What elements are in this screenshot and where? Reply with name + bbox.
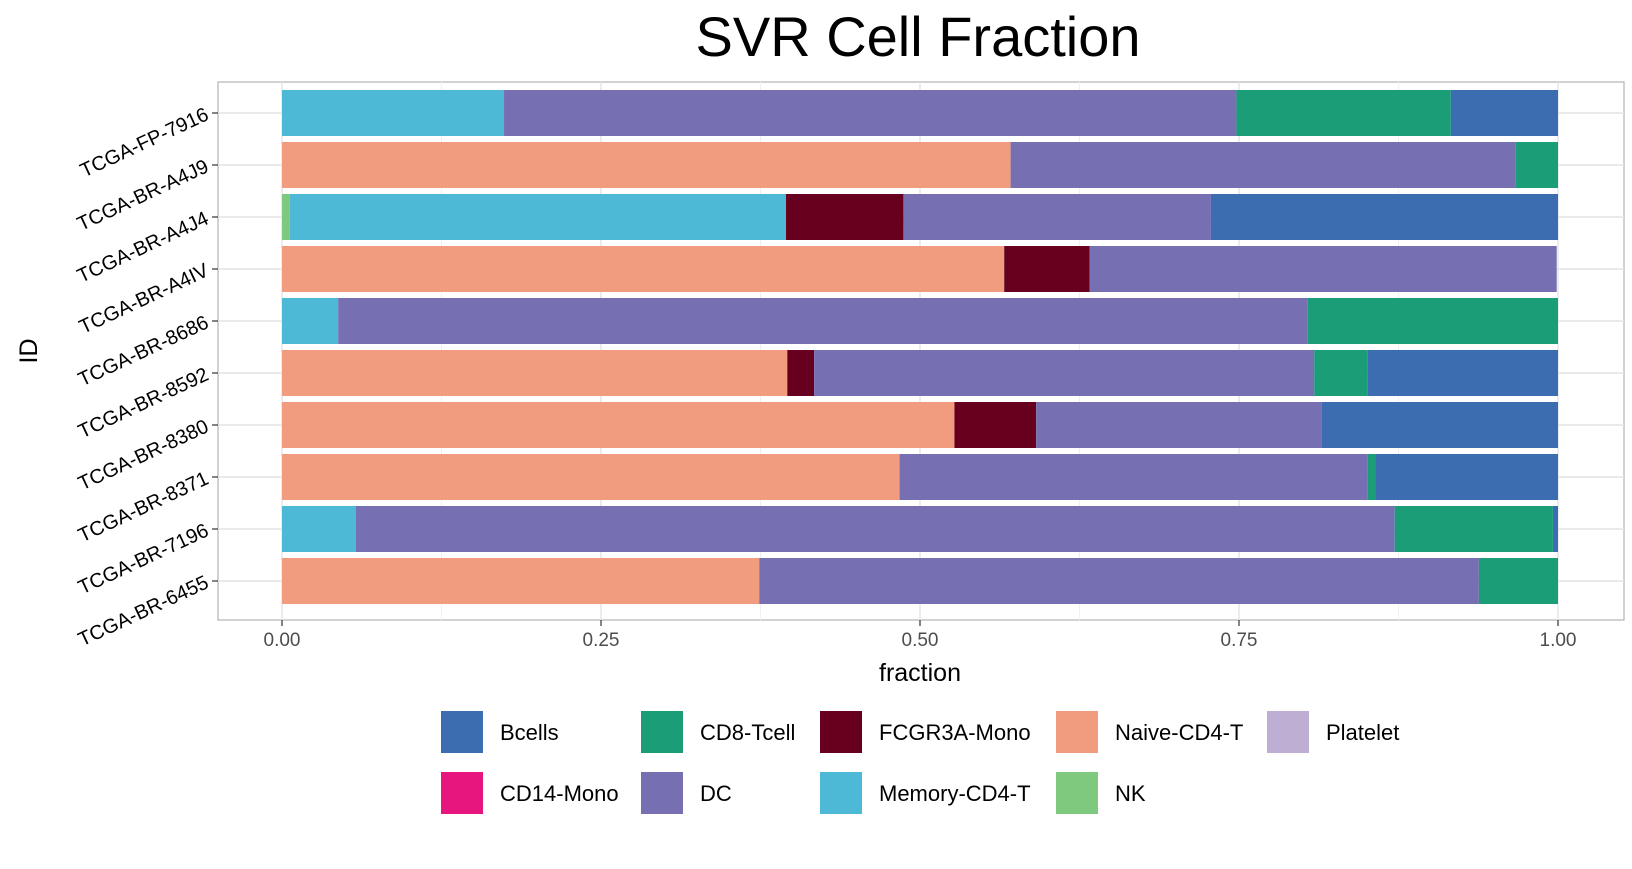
bar-segment [814,350,1315,396]
legend-label: DC [700,781,732,806]
bar-segment [282,194,290,240]
bar-segment [282,402,955,448]
bar-segment [356,506,1395,552]
bar-segment [1394,506,1553,552]
bar-segment [282,506,357,552]
bar-segment [282,142,1011,188]
x-tick-label: 0.75 [1221,630,1258,651]
x-tick-label: 0.25 [583,630,620,651]
x-axis-title: fraction [879,659,961,687]
legend-label: Bcells [500,720,559,745]
legend-label: CD8-Tcell [700,720,795,745]
bar-segment [1552,506,1558,552]
legend-swatch [441,772,483,814]
bar-segment [1236,90,1451,136]
bar-segment [1089,246,1557,292]
y-axis-title: ID [15,339,43,364]
legend-label: Naive-CD4-T [1115,720,1243,745]
bar-segment [1036,402,1322,448]
legend-swatch [820,772,862,814]
legend-label: FCGR3A-Mono [879,720,1031,745]
bar-segment [1004,246,1090,292]
bar-segment [1210,194,1558,240]
chart-title: SVR Cell Fraction [695,5,1140,68]
bar-segment [1367,454,1376,500]
legend-label: Platelet [1326,720,1399,745]
bar-segment [282,350,788,396]
bar-segment [1314,350,1368,396]
bar-segment [1515,142,1558,188]
bar-segment [786,194,904,240]
legend: Bcells CD8-Tcell FCGR3A-Mono Naive-CD4-T Pla… [441,711,1399,814]
legend-swatch [641,772,683,814]
bar-segment [282,298,339,344]
bar-segment [1450,90,1558,136]
bar-segment [282,246,1005,292]
bar-segment [1321,402,1558,448]
legend-label: Memory-CD4-T [879,781,1031,806]
y-axis: TCGA-FP-7916TCGA-BR-A4J9TCGA-BR-A4J4TCGA… [74,104,218,651]
legend-swatch [1267,711,1309,753]
bar-segment [282,90,505,136]
bar-segment [899,454,1368,500]
bar-segment [1010,142,1516,188]
bar-segment [787,350,815,396]
bar-segment [504,90,1237,136]
bar-segment [338,298,1308,344]
x-tick-label: 1.00 [1540,630,1577,651]
legend-label: NK [1115,781,1146,806]
bar-segment [289,194,787,240]
legend-swatch [820,711,862,753]
legend-swatch [441,711,483,753]
bar-segment [903,194,1211,240]
bars-layer [282,90,1558,604]
legend-label: CD14-Mono [500,781,619,806]
bar-segment [1478,558,1558,604]
bar-segment [1307,298,1558,344]
bar-segment [759,558,1479,604]
legend-swatch [641,711,683,753]
legend-swatch [1056,711,1098,753]
x-axis: 0.00 0.25 0.50 0.75 1.00 [264,620,1577,651]
x-tick-label: 0.00 [264,630,301,651]
bar-segment [282,558,760,604]
legend-swatch [1056,772,1098,814]
bar-segment [282,454,900,500]
bar-segment [1367,350,1558,396]
x-tick-label: 0.50 [902,630,939,651]
bar-segment [1375,454,1558,500]
bar-segment [954,402,1037,448]
